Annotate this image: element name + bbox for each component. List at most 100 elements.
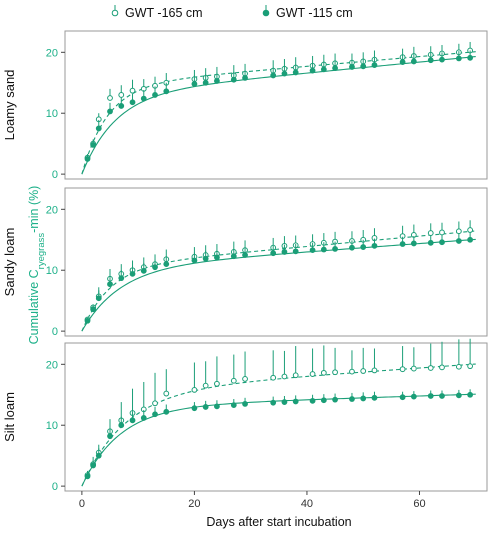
data-point <box>270 250 277 257</box>
data-point <box>360 63 367 70</box>
series-s165 <box>81 338 476 487</box>
fit-curve-s115 <box>81 56 476 175</box>
data-point <box>95 452 102 459</box>
data-point <box>163 261 170 268</box>
data-point <box>270 72 277 79</box>
data-point <box>332 369 338 376</box>
x-tick-label: 60 <box>413 498 425 510</box>
data-point <box>95 125 102 132</box>
data-point <box>152 411 158 418</box>
panel-label: Loamy sand <box>2 70 17 141</box>
data-point <box>332 65 338 72</box>
data-point <box>292 248 299 255</box>
panel-label: Sandy loam <box>2 228 17 297</box>
data-point <box>349 244 355 251</box>
data-point <box>230 377 237 384</box>
data-point <box>439 56 445 63</box>
y-tick-label: 20 <box>46 359 58 371</box>
data-point <box>281 249 288 255</box>
data-point <box>349 396 355 402</box>
data-point <box>107 95 113 101</box>
x-tick-label: 20 <box>188 498 200 510</box>
data-point <box>467 363 474 370</box>
data-point <box>332 246 338 252</box>
series-s115 <box>81 50 476 175</box>
data-point <box>163 408 170 415</box>
data-point <box>230 253 237 260</box>
fit-curve-s165 <box>81 51 476 175</box>
data-point <box>152 264 158 271</box>
data-point <box>107 108 113 115</box>
data-point <box>191 81 198 87</box>
series-s115 <box>81 389 476 487</box>
y-tick-label: 10 <box>46 420 58 432</box>
y-tick-label: 10 <box>46 265 58 277</box>
data-point <box>281 70 288 77</box>
y-tick-label: 0 <box>52 326 58 338</box>
legend-marker <box>111 9 119 17</box>
data-point <box>309 397 316 404</box>
data-point <box>399 394 406 401</box>
data-point <box>332 396 338 403</box>
data-point <box>202 79 209 86</box>
data-point <box>360 395 367 402</box>
data-point <box>84 473 91 480</box>
fit-curve-s165 <box>81 230 476 332</box>
data-point <box>214 254 220 261</box>
x-tick-label: 0 <box>79 498 85 510</box>
y-tick-label: 20 <box>46 47 58 59</box>
panel-2: 0 10 20 Sandy loam <box>2 187 488 338</box>
data-point <box>230 76 237 83</box>
data-point <box>427 230 434 236</box>
panel-label: Silt loam <box>2 392 17 442</box>
data-point <box>214 78 220 84</box>
data-point <box>410 240 417 247</box>
data-point <box>242 74 248 81</box>
data-point <box>163 390 170 397</box>
data-point <box>129 417 136 424</box>
data-point <box>202 382 209 389</box>
data-point <box>410 393 417 400</box>
data-point <box>84 156 91 162</box>
data-point <box>129 270 136 277</box>
data-point <box>281 373 288 380</box>
data-point <box>118 275 125 282</box>
data-point <box>467 227 474 233</box>
data-point <box>427 365 434 371</box>
data-point <box>439 393 445 399</box>
y-tick-label: 0 <box>52 169 58 181</box>
data-point <box>427 57 434 64</box>
data-point <box>320 397 327 404</box>
data-point <box>107 281 113 288</box>
legend-label: GWT -115 cm <box>276 6 353 20</box>
panel-frame <box>64 342 488 492</box>
data-point <box>467 391 474 398</box>
chart-panels: 0 10 20 Loamy sand 0 10 20 Sandy loam 0 10 20 Silt … <box>2 30 488 493</box>
data-point <box>84 317 91 324</box>
data-point <box>320 369 327 376</box>
data-point <box>129 87 136 94</box>
data-point <box>399 241 406 247</box>
data-point <box>427 393 434 399</box>
data-point <box>292 372 299 379</box>
data-point <box>349 368 355 375</box>
data-point <box>292 398 299 405</box>
data-point <box>242 401 248 407</box>
data-point <box>152 400 158 407</box>
data-point <box>309 247 316 254</box>
data-point <box>360 368 367 374</box>
data-point <box>90 306 97 313</box>
x-axis-title: Days after start incubation <box>206 515 351 529</box>
data-point <box>163 88 170 95</box>
data-point <box>455 238 462 244</box>
x-axis: 0 20 40 60 <box>79 491 426 510</box>
legend-label: GWT -165 cm <box>125 6 203 20</box>
data-point <box>371 62 378 69</box>
data-point <box>439 239 445 246</box>
fit-curve-s165 <box>81 363 476 487</box>
y-axis-title: Cumulative Cryegrass-min (%) <box>27 186 47 345</box>
data-point <box>320 246 327 253</box>
data-point <box>214 403 220 410</box>
data-point <box>455 363 462 370</box>
